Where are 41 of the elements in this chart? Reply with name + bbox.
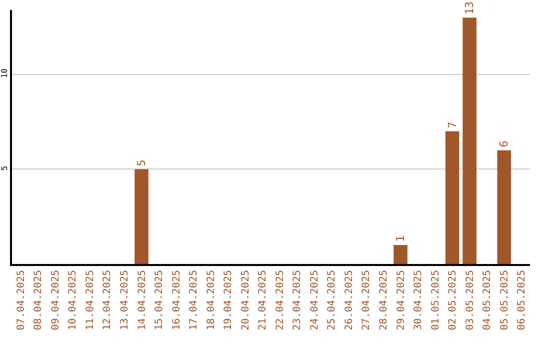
x-tick-label: 05.05.2025 [499, 270, 510, 330]
x-tick-label: 06.05.2025 [516, 270, 528, 330]
x-tick-label: 15.04.2025 [154, 270, 166, 330]
x-tick-label: 19.04.2025 [223, 270, 234, 330]
x-tick-label: 12.04.2025 [102, 270, 114, 330]
x-tick-label: 10.04.2025 [68, 270, 79, 330]
x-tick-label: 08.04.2025 [33, 270, 44, 330]
x-tick-label: 29.04.2025 [396, 270, 407, 330]
data-label: 7 [446, 122, 459, 128]
data-label: 1 [394, 235, 407, 242]
bar [497, 150, 512, 264]
x-tick-label: 14.04.2025 [136, 270, 148, 330]
x-tick-label: 24.04.2025 [309, 270, 320, 330]
bar [445, 131, 460, 264]
bar [134, 169, 148, 264]
x-tick-label: 28.04.2025 [378, 270, 390, 330]
data-label: 6 [498, 140, 511, 148]
x-tick-label: 02.05.2025 [448, 270, 459, 330]
x-tick-label: 04.05.2025 [482, 270, 494, 330]
x-tick-label: 09.04.2025 [50, 270, 62, 330]
x-tick-label: 13.04.2025 [119, 270, 130, 330]
x-tick-label: 03.05.2025 [464, 270, 476, 330]
x-tick-label: 27.04.2025 [361, 270, 372, 330]
bar [462, 18, 476, 264]
y-tick-label: 10 [0, 68, 9, 78]
bar [394, 245, 408, 264]
x-tick-label: 16.04.2025 [171, 270, 182, 330]
x-tick-label: 30.04.2025 [413, 270, 424, 330]
x-tick-label: 23.04.2025 [292, 270, 304, 330]
data-label: 13 [463, 1, 476, 15]
x-tick-label: 18.04.2025 [206, 270, 217, 330]
x-tick-label: 11.04.2025 [84, 270, 96, 330]
x-tick-label: 22.04.2025 [274, 270, 286, 330]
x-tick-label: 25.04.2025 [326, 270, 338, 330]
x-tick-label: 01.05.2025 [430, 270, 442, 330]
data-label: 5 [135, 160, 148, 166]
x-tick-label: 21.04.2025 [258, 270, 269, 330]
x-tick-label: 20.04.2025 [240, 270, 252, 330]
x-tick-label: 17.04.2025 [188, 270, 200, 330]
x-tick-label: 26.04.2025 [344, 270, 355, 330]
x-tick-label: 07.04.2025 [16, 270, 27, 330]
